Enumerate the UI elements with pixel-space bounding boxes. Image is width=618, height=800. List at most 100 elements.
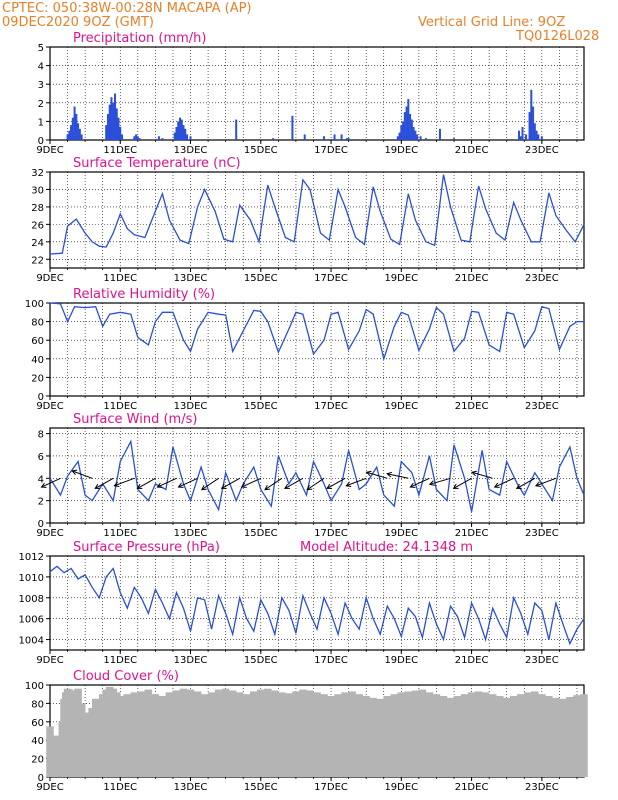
precip-bar (532, 106, 535, 140)
rh-ytick-label: 60 (31, 336, 44, 347)
wind-vector (494, 477, 514, 488)
cloud-bar (278, 692, 286, 777)
pressure-xtick-label: 17DEC (314, 655, 348, 666)
pressure-xtick-label: 15DEC (244, 655, 278, 666)
precip-bar (77, 123, 80, 140)
precip-bar (119, 126, 122, 140)
precip-bar (453, 138, 456, 140)
cloud-bar (292, 691, 300, 777)
cloud-bar (334, 694, 342, 777)
precip-bar (75, 113, 78, 140)
precip-bar (66, 134, 69, 140)
precip-bar (136, 136, 139, 140)
wind-xtick-label: 9DEC (36, 528, 63, 539)
temp-ytick-label: 26 (31, 220, 44, 231)
cloud-bar (200, 694, 209, 777)
rh-xtick-label: 17DEC (314, 401, 348, 412)
rh-xtick-label: 13DEC (174, 401, 208, 412)
cloud-bar (425, 692, 434, 777)
cloud-xtick-label: 15DEC (244, 782, 278, 793)
wind-xtick-label: 19DEC (384, 528, 418, 539)
precip-bar (133, 136, 136, 140)
cloud-bar (348, 691, 356, 777)
cloud-bar (573, 695, 581, 777)
cloud-bar (383, 696, 392, 777)
cloud-bar (524, 692, 532, 777)
precip-bar (112, 102, 115, 140)
wind-vector-head (177, 482, 184, 488)
precip-bar (108, 104, 111, 140)
pressure-xtick-label: 21DEC (455, 655, 489, 666)
precip-bar (398, 132, 401, 140)
precip-bar (184, 128, 187, 140)
wind-vector (429, 477, 451, 485)
cloud-bar (355, 694, 363, 777)
rh-frame (49, 302, 585, 397)
cloud-bar (453, 696, 462, 777)
pressure-xtick-label: 13DEC (174, 655, 208, 666)
cloud-bar (432, 694, 441, 777)
precip-bar (121, 134, 124, 140)
header-grid-line: Vertical Grid Line: 9OZ (418, 15, 566, 30)
wind-xtick-label: 13DEC (174, 528, 208, 539)
cloud-bar (242, 694, 251, 777)
precip-bar (416, 134, 419, 140)
wind-vector (241, 477, 261, 488)
temp-xtick-label: 9DEC (36, 273, 63, 284)
cloud-bar (446, 697, 455, 777)
cloud-bar (495, 696, 504, 777)
precip-bar (424, 138, 427, 140)
temp-xtick-label: 11DEC (103, 273, 137, 284)
cloud-bar (130, 692, 139, 777)
precip-bar (521, 126, 524, 140)
precip-bar (409, 113, 412, 140)
wind-vector-head (240, 482, 247, 488)
precip-bar (106, 113, 109, 140)
precip-bar (70, 125, 73, 140)
precip-bar (182, 125, 185, 140)
cloud-bar (257, 689, 265, 777)
precip-bar (396, 136, 399, 140)
wind-vector (386, 473, 409, 479)
cloud-xtick-label: 11DEC (103, 782, 137, 793)
precip-bar (113, 93, 116, 140)
pressure-title: Surface Pressure (hPa) (73, 540, 220, 555)
wind-vector-head (220, 483, 227, 489)
cloud-ytick-label: 100 (25, 681, 44, 692)
precip-bar (347, 138, 350, 140)
wind-vector-head (534, 481, 541, 487)
precip-bar (525, 134, 528, 140)
precip-bar (272, 138, 275, 140)
rh-xtick-label: 15DEC (244, 401, 278, 412)
wind-vector (366, 471, 388, 479)
cloud-bar (362, 696, 370, 777)
cloud-title: Cloud Cover (%) (73, 669, 179, 684)
precip-bar (333, 134, 336, 140)
wind-vector (41, 477, 61, 488)
rh-ytick-label: 40 (31, 355, 44, 366)
precip-bar (412, 126, 415, 140)
wind-vector-head (136, 483, 143, 489)
rh-title: Relative Humidity (%) (73, 287, 215, 302)
cloud-xtick-label: 23DEC (525, 782, 559, 793)
wind-vector-head (113, 481, 120, 487)
cloud-xtick-label: 17DEC (314, 782, 348, 793)
rh-ytick-label: 100 (25, 299, 44, 310)
cloud-bar (509, 696, 518, 777)
wind-ytick-label: 8 (38, 430, 44, 441)
temp-xtick-label: 21DEC (455, 273, 489, 284)
precip-xtick-label: 21DEC (455, 145, 489, 156)
cloud-bar (545, 696, 553, 777)
cloud-bar (552, 697, 560, 777)
cloud-bar (264, 688, 272, 777)
precip-bar (157, 136, 160, 140)
cloud-bar (221, 688, 230, 777)
wind-vector-head (409, 482, 416, 488)
wind-vector (516, 477, 536, 489)
wind-vector (94, 477, 114, 489)
wind-ytick-label: 2 (38, 497, 44, 508)
wind-vector-head (326, 483, 333, 489)
cloud-bar (411, 690, 420, 777)
temp-xtick-label: 15DEC (244, 273, 278, 284)
cloud-bar (376, 698, 384, 777)
